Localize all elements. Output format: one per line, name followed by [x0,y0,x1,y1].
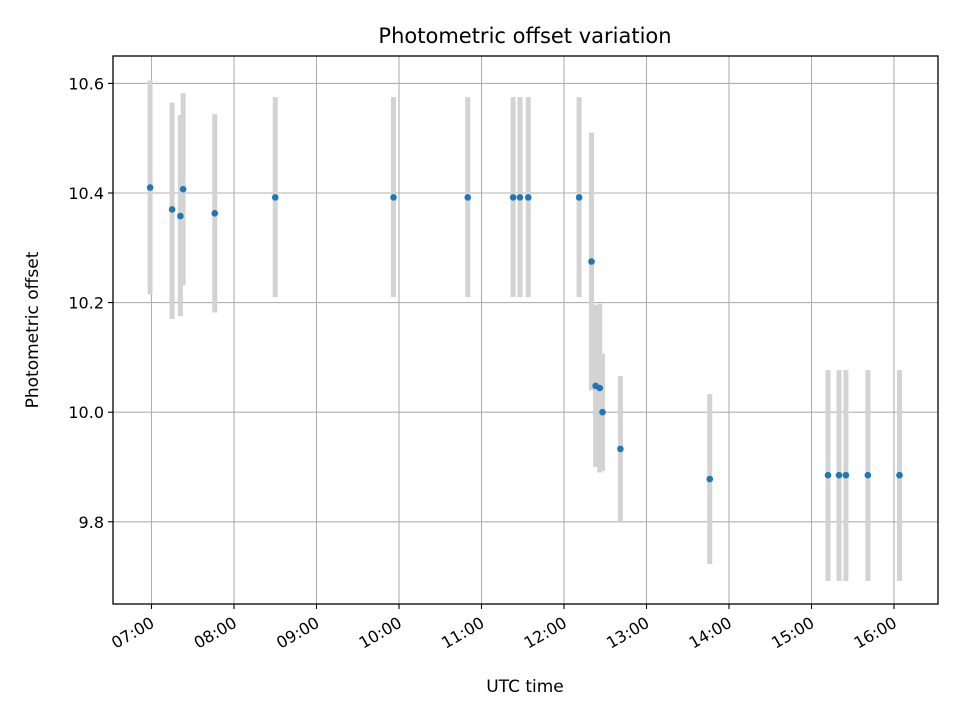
data-point [896,471,903,479]
data-point [824,471,832,479]
data-point [864,471,872,479]
y-tick-label: 10.4 [68,184,104,203]
chart-title: Photometric offset variation [378,24,671,48]
axis-ticks [108,82,895,609]
data-point [575,194,583,201]
data-point [842,471,850,479]
data-point [211,209,219,217]
y-tick-label: 9.8 [79,513,104,532]
grid-lines [113,56,938,604]
data-point [390,194,397,201]
data-points [146,184,903,483]
y-tick-label: 10.2 [68,294,104,313]
y-axis-label: Photometric offset [23,251,43,408]
data-point [617,445,624,453]
data-point [706,475,714,483]
data-point [179,185,187,193]
axes-frame [112,55,939,605]
x-axis-label: UTC time [486,677,564,697]
y-tick-label: 10.6 [68,74,104,93]
data-point [596,384,604,392]
data-point [524,194,532,201]
data-point [271,194,279,201]
data-point [516,194,524,201]
data-point [464,194,472,201]
y-tick-label: 10.0 [68,403,104,422]
data-point [168,206,176,213]
data-point [835,471,843,479]
data-point [588,258,595,265]
data-point [146,184,154,191]
data-point [177,212,184,220]
data-point [599,408,606,416]
data-point [509,194,517,201]
